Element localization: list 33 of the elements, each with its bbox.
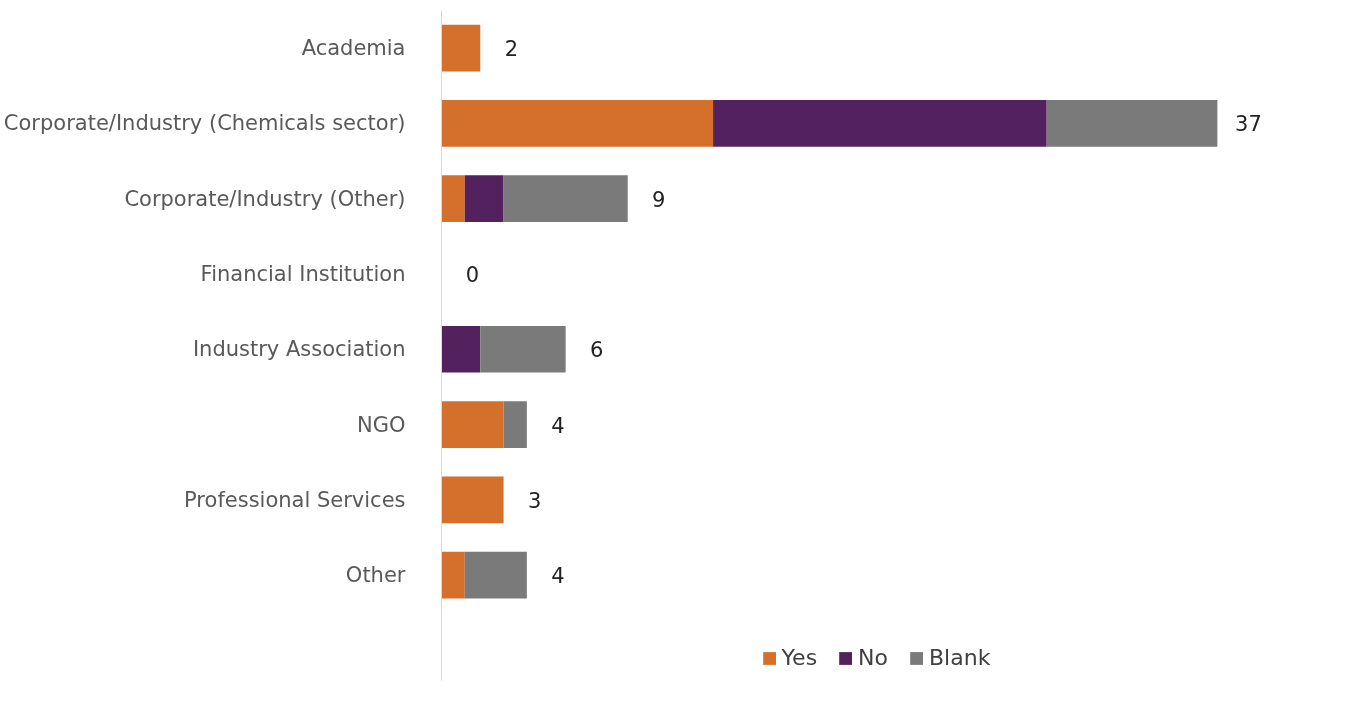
y-tick-label: Financial Institution	[200, 261, 406, 286]
y-tick-label: NGO	[356, 412, 406, 437]
legend-label: Yes	[781, 645, 818, 670]
bar	[441, 24, 481, 72]
bar	[464, 175, 504, 223]
bar	[441, 476, 504, 524]
y-tick-label: Other	[345, 563, 406, 588]
bar	[441, 401, 504, 448]
legend-label: Blank	[929, 645, 991, 670]
bar	[464, 551, 527, 599]
bar	[503, 175, 628, 223]
bar	[480, 325, 566, 373]
annotation: 4	[551, 564, 565, 589]
y-tick-label: Academia	[301, 36, 406, 61]
y-tick-label: Industry Association	[192, 337, 406, 362]
annotation: 3	[527, 488, 542, 513]
annotation: 4	[551, 413, 565, 438]
bar	[441, 551, 465, 599]
y-tick-label: Corporate/Industry (Other)	[124, 186, 406, 211]
annotation: 2	[504, 37, 519, 62]
bar	[441, 175, 465, 223]
bar	[1046, 100, 1218, 147]
bar	[503, 401, 527, 448]
annotation: 9	[652, 187, 666, 212]
annotation: 37	[1235, 112, 1262, 137]
y-tick-label: Professional Services	[184, 487, 406, 512]
bar	[441, 325, 481, 373]
annotation: 0	[465, 262, 480, 287]
annotation: 6	[590, 338, 604, 363]
y-tick-label: Corporate/Industry (Chemicals sector)	[3, 111, 406, 136]
bar	[713, 100, 1047, 147]
legend-label: No	[858, 645, 889, 670]
bar	[441, 100, 714, 147]
